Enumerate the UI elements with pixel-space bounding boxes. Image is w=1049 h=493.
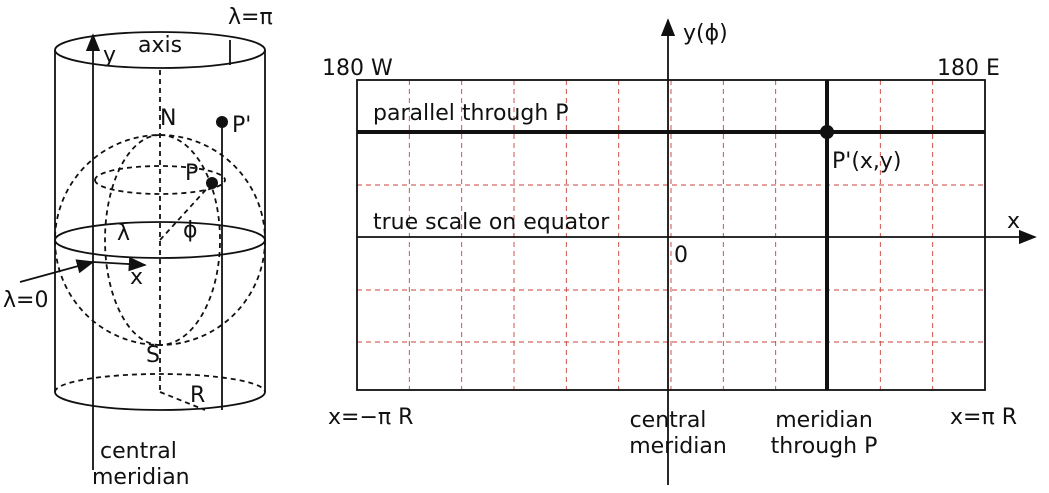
label: λ=0: [3, 288, 48, 313]
label: P: [185, 161, 198, 186]
label: y: [103, 43, 116, 68]
label: ϕ: [183, 218, 198, 243]
label: meridian: [775, 408, 873, 433]
label: 0: [674, 243, 688, 268]
label: through P: [771, 434, 878, 459]
label: central: [100, 439, 177, 464]
label: P'(x,y): [832, 149, 902, 174]
label: meridian: [92, 465, 190, 490]
label: S: [146, 343, 160, 368]
label: N: [160, 106, 176, 131]
label: P': [232, 113, 251, 138]
label: central: [630, 408, 707, 433]
label: true scale on equator: [373, 210, 610, 235]
cylinder: y axis λ=π N P' P λ ϕ x λ=0 S R central …: [3, 5, 273, 490]
label: λ=π: [228, 5, 273, 30]
label: 180 E: [937, 56, 1000, 81]
label: λ: [117, 221, 130, 246]
grid: [357, 80, 985, 390]
label: R: [190, 383, 205, 408]
label: x: [130, 265, 143, 290]
label: x: [1007, 209, 1020, 234]
label: parallel through P: [373, 101, 569, 126]
label: 180 W: [322, 56, 393, 81]
label: y(ϕ): [683, 21, 728, 46]
label: x=π R: [950, 405, 1017, 430]
label: meridian: [629, 434, 727, 459]
map: y(ϕ) x 180 W 180 E parallel through P tr…: [322, 18, 1037, 485]
label: axis: [138, 33, 182, 58]
label: x=−π R: [328, 405, 413, 430]
